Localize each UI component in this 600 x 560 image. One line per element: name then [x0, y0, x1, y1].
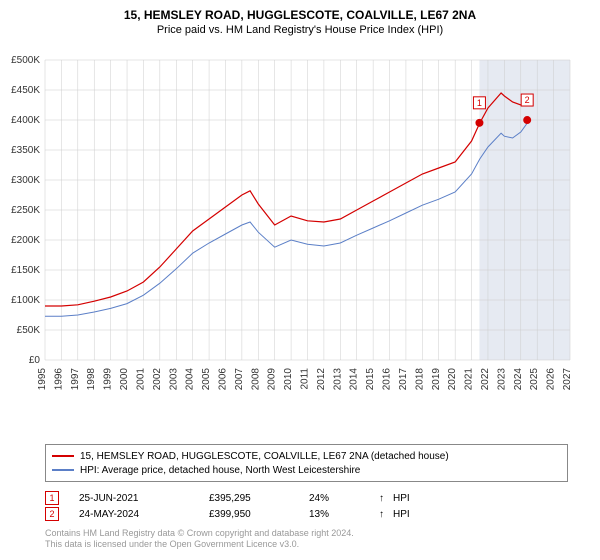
sale-note-2: HPI — [393, 509, 410, 520]
svg-text:2004: 2004 — [185, 368, 196, 391]
svg-text:2013: 2013 — [332, 368, 343, 391]
svg-text:2010: 2010 — [283, 368, 294, 391]
svg-text:£50K: £50K — [17, 325, 41, 336]
svg-text:£150K: £150K — [11, 265, 40, 276]
copyright-line2: This data is licensed under the Open Gov… — [45, 539, 354, 550]
svg-text:2007: 2007 — [234, 368, 245, 391]
svg-text:£250K: £250K — [11, 205, 40, 216]
svg-text:1998: 1998 — [86, 368, 97, 391]
sale-row-2: 2 24-MAY-2024 £399,950 13% ↑ HPI — [45, 506, 568, 522]
svg-text:2027: 2027 — [562, 368, 573, 391]
sale-note-1: HPI — [393, 493, 410, 504]
svg-text:2021: 2021 — [464, 368, 475, 391]
legend-label-property: 15, HEMSLEY ROAD, HUGGLESCOTE, COALVILLE… — [80, 451, 449, 462]
sale-diff-2: 13% — [309, 509, 379, 520]
sales-table: 1 25-JUN-2021 £395,295 24% ↑ HPI 2 24-MA… — [45, 490, 568, 522]
svg-text:1996: 1996 — [53, 368, 64, 391]
svg-text:1999: 1999 — [103, 368, 114, 391]
copyright-text: Contains HM Land Registry data © Crown c… — [45, 528, 354, 550]
legend-swatch-property — [52, 455, 74, 457]
sale-date-2: 24-MAY-2024 — [79, 509, 209, 520]
svg-text:2019: 2019 — [431, 368, 442, 391]
sale-arrow-1: ↑ — [379, 493, 393, 504]
svg-text:2020: 2020 — [447, 368, 458, 391]
svg-text:1997: 1997 — [70, 368, 81, 391]
legend-row-hpi: HPI: Average price, detached house, Nort… — [52, 463, 561, 477]
svg-text:£500K: £500K — [11, 55, 40, 66]
sale-marker-1: 1 — [45, 491, 59, 505]
svg-text:2025: 2025 — [529, 368, 540, 391]
svg-text:2016: 2016 — [382, 368, 393, 391]
svg-text:2008: 2008 — [250, 368, 261, 391]
svg-text:2002: 2002 — [152, 368, 163, 391]
svg-text:£450K: £450K — [11, 85, 40, 96]
sale-price-1: £395,295 — [209, 493, 309, 504]
legend-row-property: 15, HEMSLEY ROAD, HUGGLESCOTE, COALVILLE… — [52, 449, 561, 463]
svg-text:£0: £0 — [29, 355, 41, 366]
legend-swatch-hpi — [52, 469, 74, 471]
legend-label-hpi: HPI: Average price, detached house, Nort… — [80, 465, 360, 476]
svg-text:2015: 2015 — [365, 368, 376, 391]
sale-arrow-2: ↑ — [379, 509, 393, 520]
svg-text:2: 2 — [525, 95, 530, 105]
svg-text:£300K: £300K — [11, 175, 40, 186]
legend: 15, HEMSLEY ROAD, HUGGLESCOTE, COALVILLE… — [45, 444, 568, 482]
chart-subtitle: Price paid vs. HM Land Registry's House … — [0, 22, 600, 36]
svg-text:2009: 2009 — [267, 368, 278, 391]
svg-text:£350K: £350K — [11, 145, 40, 156]
svg-text:£100K: £100K — [11, 295, 40, 306]
svg-text:2024: 2024 — [513, 368, 524, 391]
svg-text:2000: 2000 — [119, 368, 130, 391]
svg-text:1995: 1995 — [37, 368, 48, 391]
sale-price-2: £399,950 — [209, 509, 309, 520]
copyright-line1: Contains HM Land Registry data © Crown c… — [45, 528, 354, 539]
svg-text:2023: 2023 — [496, 368, 507, 391]
svg-text:2012: 2012 — [316, 368, 327, 391]
sale-diff-1: 24% — [309, 493, 379, 504]
svg-text:2018: 2018 — [414, 368, 425, 391]
sale-date-1: 25-JUN-2021 — [79, 493, 209, 504]
chart-title: 15, HEMSLEY ROAD, HUGGLESCOTE, COALVILLE… — [0, 0, 600, 22]
svg-text:£400K: £400K — [11, 115, 40, 126]
svg-text:2001: 2001 — [135, 368, 146, 391]
svg-text:2026: 2026 — [546, 368, 557, 391]
chart-area: £0£50K£100K£150K£200K£250K£300K£350K£400… — [45, 50, 570, 400]
svg-text:2022: 2022 — [480, 368, 491, 391]
svg-text:2011: 2011 — [300, 368, 311, 390]
svg-text:2006: 2006 — [217, 368, 228, 391]
svg-text:2003: 2003 — [168, 368, 179, 391]
svg-text:2005: 2005 — [201, 368, 212, 391]
svg-text:2017: 2017 — [398, 368, 409, 391]
sale-row-1: 1 25-JUN-2021 £395,295 24% ↑ HPI — [45, 490, 568, 506]
svg-text:1: 1 — [477, 98, 482, 108]
chart-svg: £0£50K£100K£150K£200K£250K£300K£350K£400… — [45, 50, 570, 400]
svg-text:2014: 2014 — [349, 368, 360, 391]
sale-marker-2: 2 — [45, 507, 59, 521]
svg-text:£200K: £200K — [11, 235, 40, 246]
